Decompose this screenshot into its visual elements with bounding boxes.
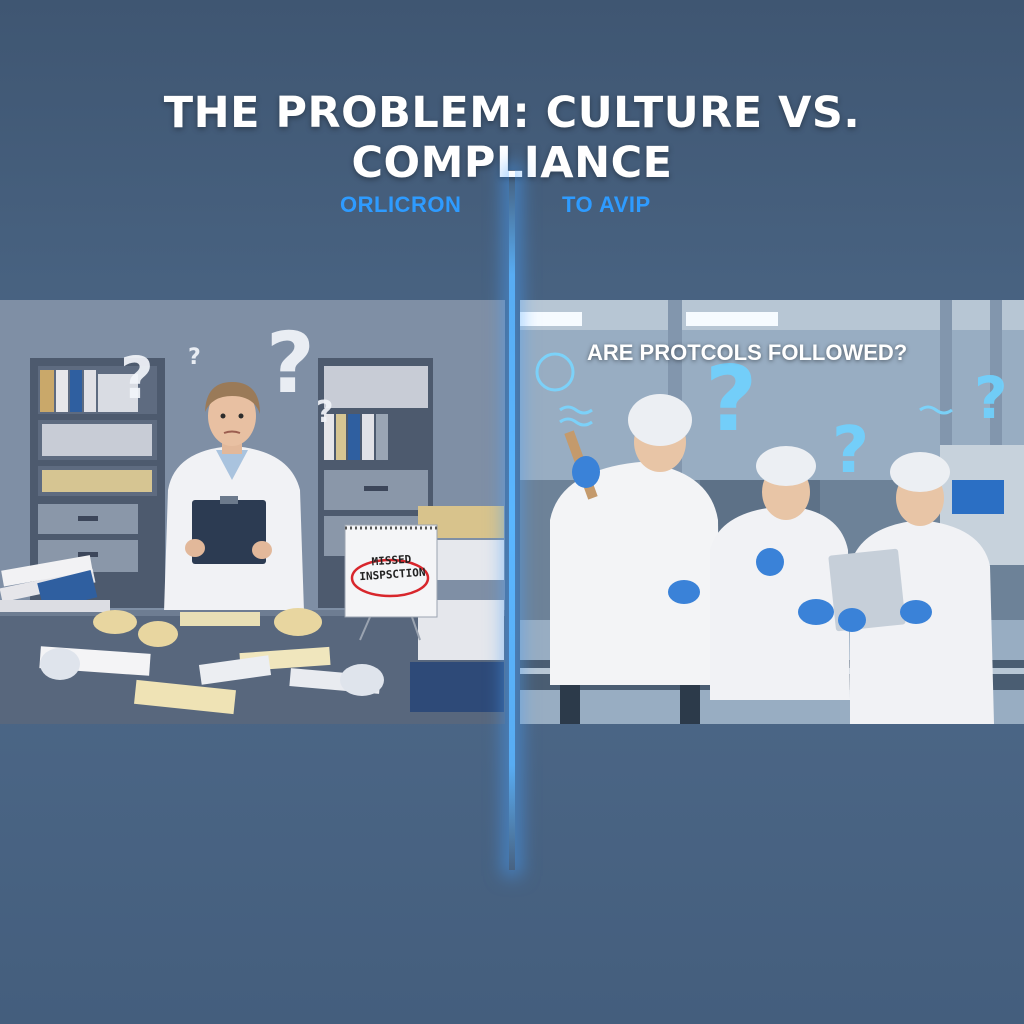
svg-text:?: ?	[832, 414, 869, 488]
svg-text:?: ?	[974, 364, 1008, 432]
binder-stack	[0, 555, 110, 612]
scientist-middle	[710, 446, 850, 700]
svg-text:?: ?	[188, 345, 201, 370]
scientist-left	[550, 394, 720, 685]
right-scene: ? ? ?	[520, 300, 1024, 724]
missed-inspection-note: MISSED INSPSCTION	[358, 552, 426, 584]
page-title: THE PROBLEM: CULTURE VS. COMPLIANCE	[163, 88, 861, 188]
svg-text:?: ?	[316, 395, 333, 430]
missed-inspection-calendar	[344, 524, 438, 641]
left-scene: ? ? ? ?	[0, 300, 505, 724]
worried-scientist	[164, 382, 304, 612]
left-label: ORLICRON	[340, 192, 462, 217]
glowing-divider	[509, 170, 515, 870]
svg-text:?: ?	[120, 344, 154, 412]
protocols-caption: ARE PROTCOLS FOLLOWED?	[587, 340, 908, 365]
right-label: TO AVIP	[562, 192, 651, 217]
svg-text:?: ?	[705, 347, 757, 452]
svg-text:?: ?	[266, 314, 315, 412]
scientist-right	[828, 452, 994, 724]
